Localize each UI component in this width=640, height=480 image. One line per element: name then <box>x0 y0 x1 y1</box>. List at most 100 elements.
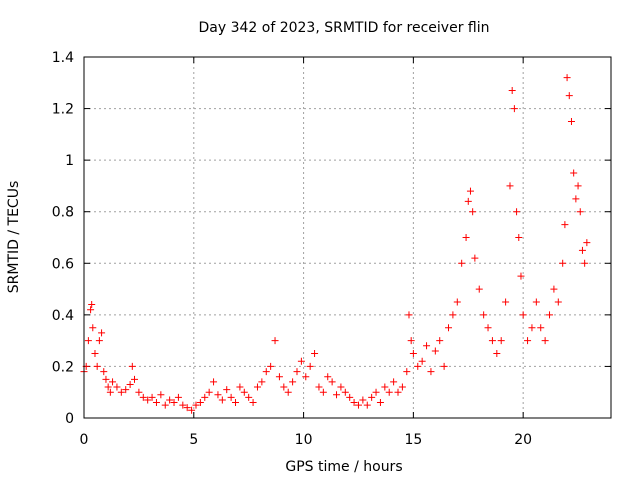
data-point <box>306 362 314 370</box>
data-point <box>205 388 213 396</box>
data-point <box>341 388 349 396</box>
data-point <box>245 393 253 401</box>
y-tick-label: 1 <box>65 153 74 169</box>
axes: 0 5 10 15 20 0 0.2 0.4 0.6 0.8 1 1.2 1.4 <box>52 50 611 448</box>
data-point <box>480 311 488 319</box>
data-point <box>131 375 139 383</box>
data-point <box>223 386 231 394</box>
data-point <box>106 388 114 396</box>
data-point <box>350 399 358 407</box>
data-point <box>192 401 200 409</box>
data-point <box>100 368 108 376</box>
y-tick-label: 0.4 <box>52 308 74 324</box>
data-point <box>409 350 417 358</box>
data-point <box>407 337 415 345</box>
data-point <box>524 337 532 345</box>
data-point <box>354 401 362 409</box>
data-point <box>475 285 483 293</box>
data-point <box>440 362 448 370</box>
data-point <box>249 399 257 407</box>
data-point <box>346 393 354 401</box>
data-point <box>488 337 496 345</box>
data-point <box>135 388 143 396</box>
data-point <box>466 187 474 195</box>
data-point <box>148 393 156 401</box>
data-point <box>368 393 376 401</box>
y-tick-label: 1.2 <box>52 102 74 118</box>
data-point <box>436 337 444 345</box>
data-point <box>403 368 411 376</box>
data-point <box>311 350 319 358</box>
plot-frame <box>83 56 612 419</box>
data-point <box>537 324 545 332</box>
data-point <box>95 337 103 345</box>
data-point <box>337 383 345 391</box>
data-point <box>297 357 305 365</box>
data-point <box>293 368 301 376</box>
data-point <box>578 246 586 254</box>
y-tick-label: 0.2 <box>52 359 74 375</box>
data-point <box>546 311 554 319</box>
data-point <box>423 342 431 350</box>
data-point <box>170 399 178 407</box>
data-point <box>513 208 521 216</box>
data-point <box>550 285 558 293</box>
data-point <box>275 373 283 381</box>
data-point <box>541 337 549 345</box>
data-point <box>174 393 182 401</box>
data-point <box>126 380 134 388</box>
data-point <box>258 378 266 386</box>
data-point <box>570 169 578 177</box>
data-point <box>91 350 99 358</box>
data-point <box>462 234 470 241</box>
y-axis-label: SRMTID / TECUs <box>6 181 22 294</box>
data-point <box>376 399 384 407</box>
data-point <box>102 375 110 383</box>
data-point <box>183 404 191 412</box>
data-point <box>469 208 477 216</box>
data-point <box>359 396 367 404</box>
data-point <box>414 362 422 370</box>
data-point <box>493 350 501 358</box>
chart-title: Day 342 of 2023, SRMTID for receiver fli… <box>199 20 490 36</box>
data-point <box>405 311 413 319</box>
data-point <box>515 234 523 241</box>
data-point <box>284 388 292 396</box>
data-point <box>394 388 402 396</box>
data-point <box>519 311 527 319</box>
data-point <box>497 337 505 345</box>
data-point <box>563 74 571 82</box>
data-point <box>328 378 336 386</box>
data-point <box>93 362 101 370</box>
x-tick-label: 10 <box>295 432 313 448</box>
data-point <box>144 396 152 404</box>
y-tick-label: 0.6 <box>52 256 74 272</box>
data-point <box>289 378 297 386</box>
data-point <box>117 388 125 396</box>
data-point <box>381 383 389 391</box>
data-point <box>84 337 92 345</box>
data-point <box>122 386 130 394</box>
data-point <box>484 324 492 332</box>
data-point <box>214 391 222 399</box>
data-point <box>449 311 457 319</box>
data-point <box>104 383 112 391</box>
x-tick-label: 15 <box>404 432 422 448</box>
data-point <box>517 272 525 280</box>
y-tick-label: 0.8 <box>52 205 74 221</box>
data-point <box>188 406 196 414</box>
data-point <box>445 324 453 332</box>
data-point <box>98 329 106 337</box>
data-point <box>431 347 439 355</box>
x-tick-label: 20 <box>514 432 532 448</box>
data-point <box>89 324 97 332</box>
data-point <box>88 301 96 309</box>
data-point <box>179 401 187 409</box>
data-point <box>87 306 95 314</box>
data-point <box>471 254 479 262</box>
data-point <box>574 182 582 190</box>
data-points <box>80 74 591 414</box>
data-point <box>581 259 589 267</box>
data-point <box>458 259 466 267</box>
data-point <box>267 362 275 370</box>
